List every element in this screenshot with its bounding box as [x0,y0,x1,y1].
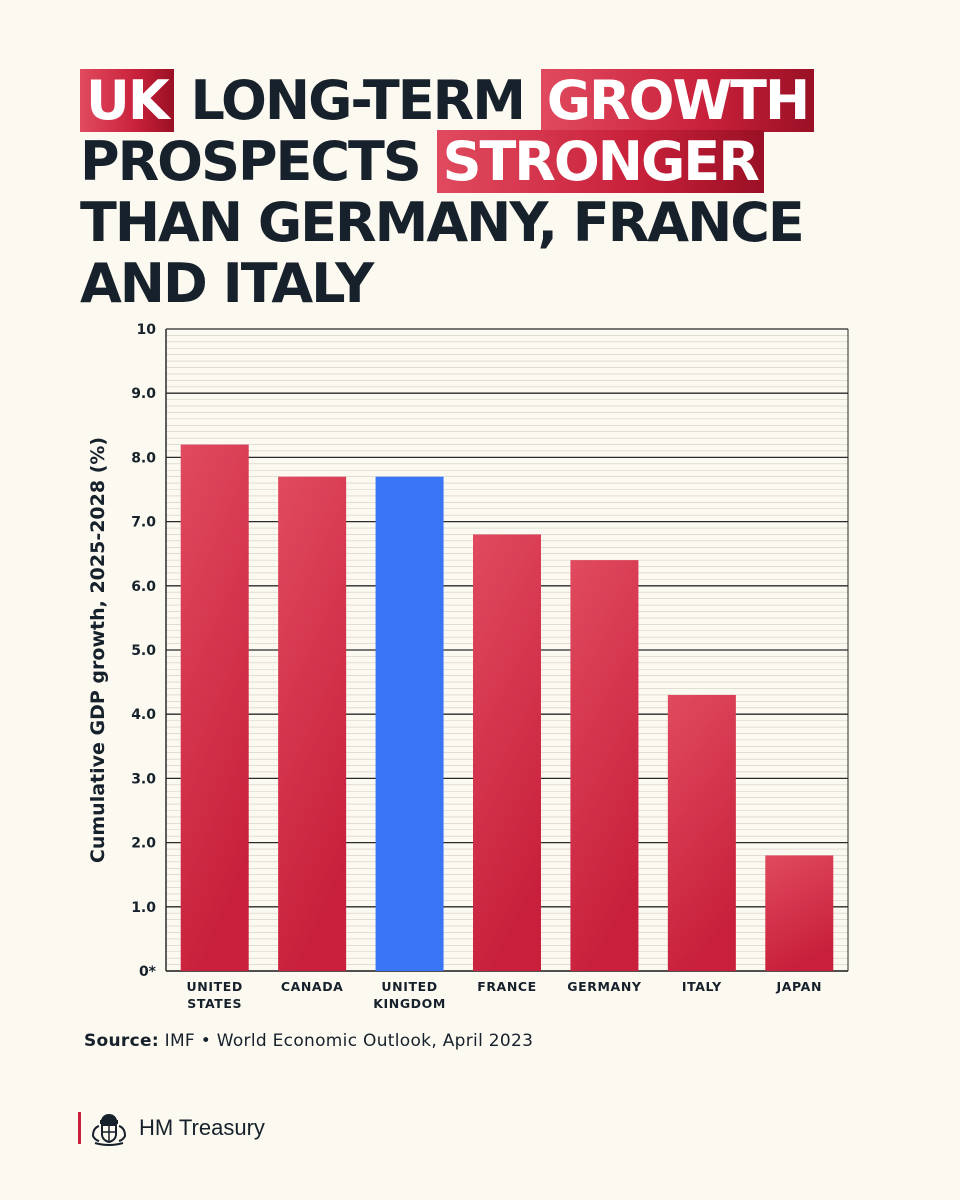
bar [765,855,834,971]
y-tick-label: 8.0 [131,450,156,466]
x-tick-label: FRANCE [477,979,537,994]
title-highlight-stronger: STRONGER [436,130,764,193]
x-tick-label: UNITED [187,979,243,994]
chart-title: UK LONG-TERM GROWTH PROSPECTS STRONGER T… [80,69,900,315]
bars [180,444,834,971]
royal-crest-icon [91,1114,127,1146]
title-highlight-growth: GROWTH [540,69,815,132]
bar [667,694,736,971]
title-text: LONG-TERM [173,69,541,132]
bar [375,476,444,971]
y-axis-title: Cumulative GDP growth, 2025-2028 (%) [87,437,109,863]
bar [473,534,541,971]
y-tick-label: 4.0 [131,707,156,723]
y-tick-label: 9.0 [131,386,156,402]
source-label: Source: [84,1031,159,1051]
bar [570,560,639,971]
labels: 0* 1.0 2.0 3.0 4.0 5.0 6.0 7.0 8.0 9.0 10 Cumulativ… [87,322,822,1011]
x-tick-label: JAPAN [776,979,822,994]
footer-branding: HM Treasury [78,1110,265,1146]
bar [278,476,347,971]
x-tick-label: GERMANY [567,979,642,994]
y-tick-label: 1.0 [131,900,156,916]
x-tick-label: CANADA [281,979,344,994]
y-tick-label: 6.0 [131,579,156,595]
source-note: Source: IMF • World Economic Outlook, Ap… [84,1031,533,1051]
org-name: HM Treasury [139,1115,265,1140]
source-text: IMF • World Economic Outlook, April 2023 [158,1031,534,1051]
y-tick-label: 5.0 [131,643,156,659]
x-tick-label: STATES [187,996,242,1011]
y-tick-label: 10 [137,322,157,338]
y-tick-label: 3.0 [131,771,156,787]
bar-chart: 0* 1.0 2.0 3.0 4.0 5.0 6.0 7.0 8.0 9.0 10 Cumulativ… [87,322,849,1011]
title-text: PROSPECTS [80,130,437,193]
footer-accent-bar [78,1112,81,1144]
y-tick-label: 2.0 [131,836,156,852]
title-text: THAN GERMANY, FRANCE AND ITALY [80,191,805,315]
x-tick-label: UNITED [381,979,437,994]
title-highlight-uk: UK [80,69,174,132]
y-tick-label: 0* [139,964,157,980]
y-tick-label: 7.0 [131,515,156,531]
x-tick-label: ITALY [682,979,722,994]
x-tick-label: KINGDOM [373,996,446,1011]
bar [180,444,249,971]
